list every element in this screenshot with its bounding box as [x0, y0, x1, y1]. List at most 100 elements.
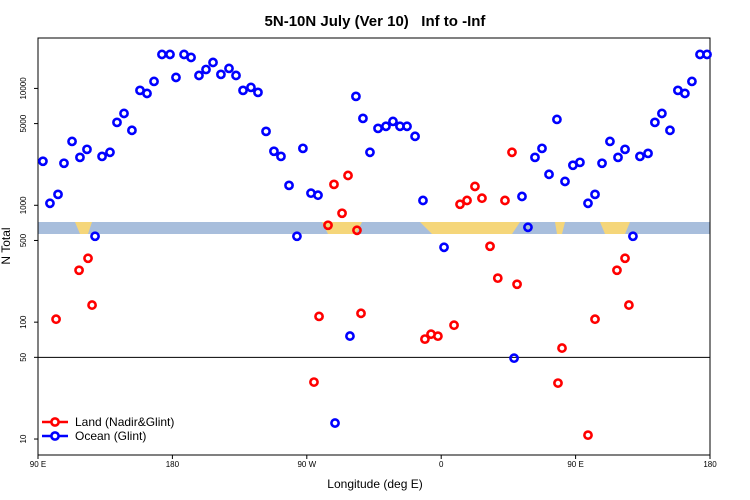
data-point — [552, 114, 562, 125]
data-point — [82, 144, 92, 155]
data-point — [298, 143, 308, 154]
legend-label: Ocean (Glint) — [75, 429, 146, 443]
data-point — [343, 170, 353, 181]
data-point — [477, 193, 487, 204]
data-point — [329, 179, 339, 190]
x-tick-label: 90 E — [567, 460, 583, 469]
data-point — [418, 195, 428, 206]
data-point — [657, 108, 667, 119]
data-point — [53, 189, 63, 200]
data-point — [67, 136, 77, 147]
y-tick-label: 10 — [19, 434, 28, 443]
legend-marker — [50, 417, 60, 427]
data-point — [388, 116, 398, 127]
data-point — [507, 147, 517, 158]
ocean-strip — [38, 222, 710, 234]
data-point — [74, 265, 84, 276]
land-strip — [555, 222, 565, 234]
data-point — [402, 121, 412, 132]
data-point — [142, 88, 152, 99]
legend: Land (Nadir&Glint)Ocean (Glint) — [42, 415, 174, 443]
data-point — [537, 143, 547, 154]
data-point — [557, 343, 567, 353]
data-point — [553, 378, 563, 388]
data-point — [492, 273, 503, 284]
data-point — [462, 195, 472, 206]
legend-label: Land (Nadir&Glint) — [75, 415, 174, 429]
data-point — [517, 191, 527, 202]
data-point — [365, 147, 375, 158]
data-point — [583, 430, 593, 441]
data-point — [702, 49, 712, 60]
data-point — [590, 189, 600, 200]
x-tick-label: 90 E — [30, 460, 46, 469]
data-point — [613, 152, 623, 163]
data-point — [544, 169, 554, 180]
data-point — [75, 152, 85, 163]
data-point — [597, 158, 607, 169]
data-point — [105, 147, 115, 158]
data-point — [284, 180, 294, 191]
data-point — [590, 314, 600, 325]
data-point — [358, 113, 368, 124]
data-point — [90, 231, 100, 242]
data-point — [620, 144, 630, 155]
data-point — [485, 241, 495, 252]
land-strip — [420, 222, 520, 234]
data-point — [356, 308, 366, 319]
data-point — [410, 131, 420, 142]
data-point — [224, 63, 234, 74]
data-point — [45, 198, 55, 209]
data-point — [345, 331, 355, 341]
x-tick-label: 90 W — [297, 460, 316, 469]
data-point — [649, 117, 660, 128]
data-point — [352, 225, 362, 236]
data-point — [530, 152, 540, 163]
data-point — [165, 49, 175, 60]
data-point — [238, 85, 248, 96]
data-point — [455, 199, 465, 210]
data-point — [149, 76, 159, 87]
data-point — [620, 253, 630, 264]
data-point — [59, 158, 69, 169]
data-point — [523, 222, 533, 233]
data-point — [509, 353, 519, 364]
y-tick-label: 1000 — [19, 196, 28, 214]
data-point — [309, 377, 319, 387]
x-tick-label: 180 — [703, 460, 717, 469]
data-point — [216, 69, 226, 80]
data-point — [323, 220, 333, 231]
land-strip — [600, 222, 630, 234]
map-strip — [38, 222, 710, 234]
data-point — [512, 279, 522, 290]
data-point — [643, 148, 653, 159]
data-point — [575, 157, 585, 168]
data-point — [665, 125, 675, 136]
data-point — [680, 88, 690, 99]
data-point — [208, 57, 218, 68]
data-point — [253, 87, 263, 98]
y-axis-label: N Total — [0, 227, 13, 264]
data-point — [560, 176, 570, 187]
x-tick-label: 0 — [439, 460, 444, 469]
data-point — [605, 136, 615, 147]
data-point — [171, 72, 181, 83]
data-point — [314, 311, 324, 322]
data-point — [186, 52, 196, 63]
data-point — [381, 121, 391, 132]
data-point — [261, 126, 271, 137]
data-point — [337, 208, 347, 219]
data-point — [351, 91, 361, 102]
data-point — [449, 320, 459, 331]
land-strip — [75, 222, 92, 234]
data-point — [127, 125, 137, 136]
data-point — [330, 418, 340, 428]
y-tick-label: 100 — [19, 315, 28, 329]
data-point — [583, 198, 593, 209]
data-point — [231, 70, 241, 81]
x-axis-label: Longitude (deg E) — [327, 477, 422, 491]
chart-title: 5N-10N July (Ver 10) Inf to -Inf — [265, 13, 487, 30]
data-point — [433, 331, 443, 342]
